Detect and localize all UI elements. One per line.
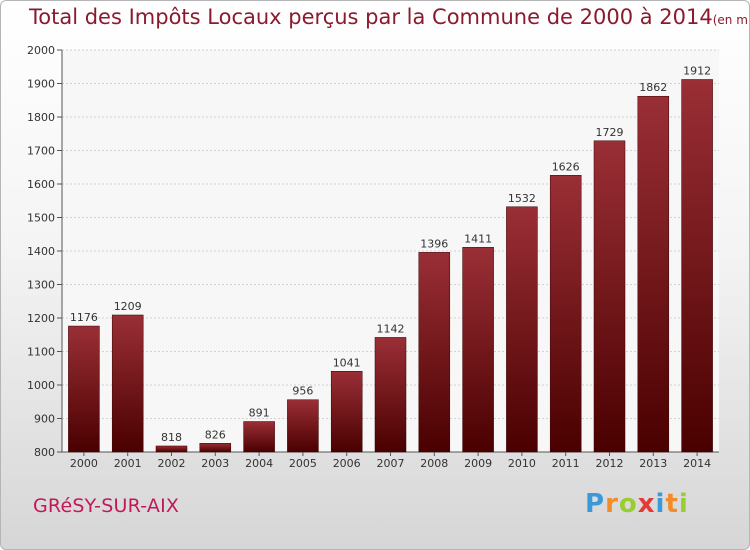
bar-value-label: 1626 [552, 160, 580, 173]
logo-letter: x [637, 489, 656, 519]
y-tick-label: 1900 [27, 78, 55, 91]
bar [111, 314, 144, 453]
logo-letter: o [618, 489, 638, 519]
y-tick-label: 800 [34, 446, 55, 459]
bar [374, 337, 407, 453]
bar [462, 247, 494, 453]
x-tick-label: 2013 [639, 457, 667, 470]
x-tick-label: 2001 [114, 457, 142, 470]
bar [330, 371, 363, 453]
bar-value-label: 1729 [596, 126, 624, 139]
bar-value-label: 1396 [420, 237, 448, 250]
logo-letter: i [655, 489, 666, 519]
x-tick-label: 2012 [596, 457, 624, 470]
bar-value-label: 1209 [114, 300, 142, 313]
proxiti-logo[interactable]: Proxiti [585, 489, 689, 519]
bar [68, 325, 100, 453]
x-tick-label: 2006 [333, 457, 361, 470]
logo-letter: r [605, 489, 619, 519]
y-tick-label: 1500 [27, 212, 55, 225]
chart-title: Total des Impôts Locaux perçus par la Co… [29, 5, 750, 29]
bar-value-label: 1862 [639, 81, 667, 94]
y-tick-label: 1000 [27, 379, 55, 392]
bar [593, 140, 626, 453]
x-tick-label: 2010 [508, 457, 536, 470]
chart-title-main: Total des Impôts Locaux perçus par la Co… [29, 5, 713, 29]
x-tick-label: 2000 [70, 457, 98, 470]
logo-letter: P [585, 489, 606, 519]
bar [287, 399, 319, 453]
x-tick-label: 2002 [158, 457, 186, 470]
bar-value-label: 1142 [377, 322, 405, 335]
y-tick-label: 1600 [27, 178, 55, 191]
y-tick-label: 900 [34, 413, 55, 426]
y-tick-label: 1800 [27, 111, 55, 124]
bar [681, 79, 713, 453]
bar-value-label: 1041 [333, 356, 361, 369]
x-tick-label: 2005 [289, 457, 317, 470]
y-tick-label: 1300 [27, 279, 55, 292]
x-tick-label: 2003 [201, 457, 229, 470]
logo-letter: i [678, 489, 689, 519]
commune-name: GRéSY-SUR-AIX [33, 495, 180, 517]
y-tick-label: 1400 [27, 245, 55, 258]
bar [155, 445, 188, 453]
bar [637, 95, 670, 453]
x-tick-label: 2014 [683, 457, 711, 470]
y-tick-label: 1200 [27, 312, 55, 325]
bar-value-label: 1912 [683, 64, 711, 77]
x-tick-label: 2004 [245, 457, 273, 470]
bar [506, 206, 538, 453]
y-tick-label: 2000 [27, 44, 55, 57]
x-tick-label: 2008 [420, 457, 448, 470]
bar-value-label: 956 [292, 385, 313, 398]
y-tick-label: 1100 [27, 346, 55, 359]
bar [199, 443, 232, 453]
x-tick-label: 2007 [377, 457, 405, 470]
bar-value-label: 818 [161, 431, 182, 444]
logo-letter: t [665, 489, 679, 519]
bar-value-label: 1176 [70, 311, 98, 324]
y-tick-label: 1700 [27, 145, 55, 158]
bar [418, 252, 451, 453]
bar [549, 175, 582, 453]
x-tick-label: 2011 [552, 457, 580, 470]
chart-title-unit: (en milliers d'€) [712, 13, 750, 27]
bar-value-label: 1411 [464, 232, 492, 245]
bar-value-label: 891 [249, 407, 270, 420]
bar [243, 421, 275, 453]
bar-value-label: 826 [205, 428, 226, 441]
x-tick-label: 2009 [464, 457, 492, 470]
bar-value-label: 1532 [508, 192, 536, 205]
